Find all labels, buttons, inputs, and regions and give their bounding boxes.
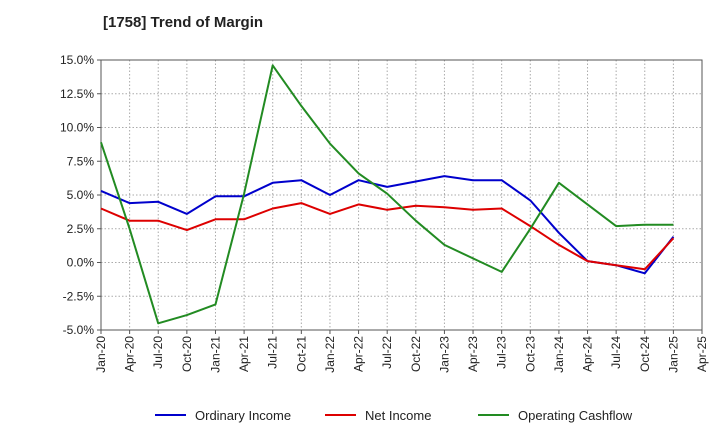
x-tick-label: Jan-23 bbox=[437, 336, 451, 373]
x-tick-label: Oct-22 bbox=[409, 336, 423, 372]
operating-cashflow-line bbox=[100, 64, 674, 325]
x-tick-label: Jan-22 bbox=[323, 336, 337, 373]
legend-label-operating-cashflow: Operating Cashflow bbox=[518, 408, 633, 423]
y-tick-label: 0.0% bbox=[67, 256, 95, 270]
x-tick-label: Apr-25 bbox=[695, 336, 709, 372]
x-tick-label: Jan-25 bbox=[666, 336, 680, 373]
y-tick-label: 12.5% bbox=[60, 87, 94, 101]
x-tick-label: Jan-21 bbox=[208, 336, 222, 373]
y-tick-label: 15.0% bbox=[60, 53, 94, 67]
y-tick-label: 2.5% bbox=[67, 222, 95, 236]
plot-frame bbox=[100, 59, 703, 331]
x-tick-label: Jul-20 bbox=[151, 336, 165, 369]
y-tick-label: 10.0% bbox=[60, 121, 94, 135]
legend-label-ordinary-income: Ordinary Income bbox=[195, 408, 291, 423]
y-tick-label: -5.0% bbox=[63, 323, 95, 337]
net-income-line bbox=[100, 202, 675, 271]
x-tick-label: Jan-20 bbox=[94, 336, 108, 373]
x-tick-label: Apr-21 bbox=[237, 336, 251, 372]
y-tick-label: 7.5% bbox=[67, 154, 95, 168]
x-tick-label: Oct-23 bbox=[523, 336, 537, 372]
x-tick-label: Jul-23 bbox=[495, 336, 509, 369]
x-tick-label: Jul-21 bbox=[266, 336, 280, 369]
x-tick-label: Oct-21 bbox=[294, 336, 308, 372]
x-tick-label: Apr-22 bbox=[352, 336, 366, 372]
x-tick-label: Jul-22 bbox=[380, 336, 394, 369]
x-tick-label: Apr-24 bbox=[581, 336, 595, 372]
x-tick-label: Oct-24 bbox=[638, 336, 652, 372]
x-tick-label: Apr-23 bbox=[466, 336, 480, 372]
x-tick-label: Apr-20 bbox=[123, 336, 137, 372]
x-tick-label: Jul-24 bbox=[609, 336, 623, 369]
x-tick-label: Oct-20 bbox=[180, 336, 194, 372]
y-tick-label: 5.0% bbox=[67, 188, 95, 202]
y-tick-label: -2.5% bbox=[63, 289, 95, 303]
chart-title: [1758] Trend of Margin bbox=[103, 14, 264, 31]
x-tick-label: Jan-24 bbox=[552, 336, 566, 373]
legend-label-net-income: Net Income bbox=[365, 408, 431, 423]
